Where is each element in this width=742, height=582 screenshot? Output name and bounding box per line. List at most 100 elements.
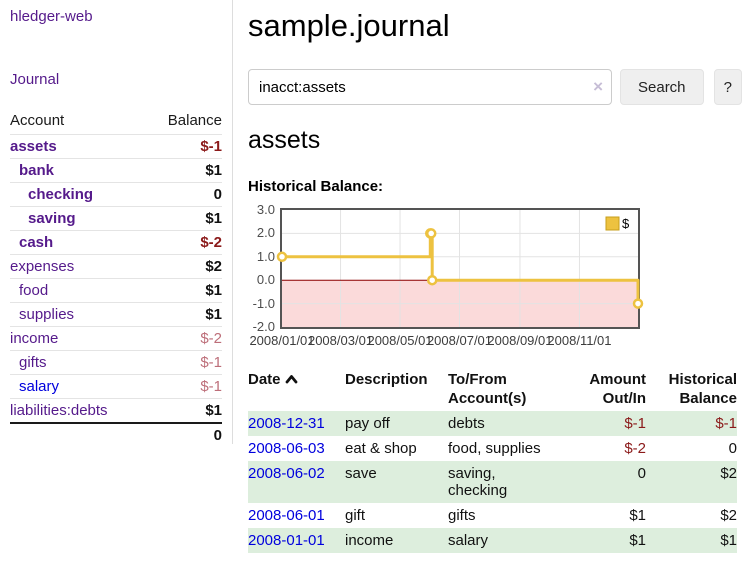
accounts-header-account: Account	[10, 112, 65, 129]
transaction-balance: $2	[720, 507, 737, 524]
accounts-total-value: 0	[213, 427, 222, 444]
register-header-amount: Amount Out/In	[589, 371, 646, 407]
transaction-balance: 0	[728, 440, 737, 457]
account-balance: $1	[205, 162, 222, 179]
account-row: food $1	[10, 278, 222, 303]
transaction-amount: $1	[629, 507, 646, 524]
account-link[interactable]: salary	[19, 378, 60, 395]
register-header-accounts: To/From Account(s)	[448, 371, 527, 407]
account-link[interactable]: expenses	[10, 258, 75, 275]
account-link[interactable]: cash	[19, 234, 54, 251]
help-button[interactable]: ?	[713, 69, 742, 105]
transaction-date-link[interactable]: 2008-06-03	[248, 440, 325, 457]
transaction-description: eat & shop	[345, 440, 417, 457]
legend-swatch	[605, 216, 620, 231]
accounts-header-row: Account Balance	[10, 108, 222, 135]
register-header-description: Description	[345, 371, 428, 388]
account-balance: $-2	[200, 330, 222, 347]
sidebar-item-journal[interactable]: Journal	[10, 71, 60, 88]
transaction-amount: 0	[637, 465, 646, 482]
account-link[interactable]: liabilities:debts	[10, 402, 108, 419]
account-balance: $1	[205, 282, 222, 299]
transaction-row: 2008-06-03 eat & shop food, supplies $-2…	[248, 436, 737, 461]
account-row: income $-2	[10, 326, 222, 351]
register-header-date-label: Date	[248, 371, 281, 388]
y-axis-tick-label: 3.0	[256, 202, 275, 217]
y-axis-tick-label: -1.0	[252, 295, 275, 311]
x-axis-tick-label: 2008/03/01	[307, 333, 374, 348]
legend-label: $	[622, 216, 630, 231]
sidebar-nav: Journal	[10, 71, 222, 89]
app-title: hledger-web	[10, 8, 222, 26]
account-link[interactable]: food	[19, 282, 49, 299]
transaction-date-link[interactable]: 2008-06-01	[248, 507, 325, 524]
account-balance: $-1	[200, 138, 222, 155]
transaction-date-link[interactable]: 2008-06-02	[248, 465, 325, 482]
account-link[interactable]: saving	[28, 210, 76, 227]
account-row: bank $1	[10, 158, 222, 183]
app-title-link[interactable]: hledger-web	[10, 8, 93, 25]
x-axis-tick-label: 2008/09/01	[487, 333, 553, 348]
account-row: gifts $-1	[10, 350, 222, 375]
register-table: Date Description To/From Account(s) Amou…	[248, 368, 737, 553]
account-balance: $-1	[200, 378, 222, 395]
transaction-description: save	[345, 465, 377, 482]
search-button[interactable]: Search	[620, 69, 704, 105]
chart-title: Historical Balance:	[248, 178, 384, 195]
register-header-balance: Historical Balance	[668, 371, 737, 407]
account-link[interactable]: checking	[28, 186, 94, 203]
transaction-row: 2008-06-01 gift gifts $1 $2	[248, 503, 737, 528]
account-row: supplies $1	[10, 302, 222, 327]
search-input[interactable]	[248, 69, 612, 105]
page-title: sample.journal	[248, 8, 450, 43]
transaction-balance: $2	[720, 465, 737, 482]
y-axis-tick-label: 2.0	[256, 225, 275, 241]
data-point-marker	[425, 228, 437, 239]
account-balance: 0	[213, 186, 222, 203]
transaction-amount: $-1	[624, 415, 646, 432]
account-link[interactable]: income	[10, 330, 59, 347]
sidebar: hledger-web Journal Account Balance asse…	[0, 0, 233, 444]
transaction-accounts: saving, checking	[448, 465, 508, 499]
account-link[interactable]: supplies	[19, 306, 75, 323]
account-balance: $-2	[200, 234, 222, 251]
register-header-date[interactable]: Date	[248, 368, 345, 411]
y-axis-tick-label: 1.0	[256, 248, 275, 264]
balance-chart: $ 3.0 2.0 1.0 0.0 -1.0 -2.0 2008/01/01 2008/03/…	[248, 202, 742, 354]
transaction-row: 2008-06-02 save saving, checking 0 $2	[248, 461, 737, 503]
data-point-marker	[632, 298, 644, 309]
data-point-marker	[276, 251, 288, 263]
transaction-accounts: food, supplies	[448, 440, 541, 457]
transaction-row: 2008-12-31 pay off debts $-1 $-1	[248, 411, 737, 436]
main-content: sample.journal × Search ? assets Histori…	[248, 0, 742, 553]
x-axis-tick-label: 2008/11/01	[547, 333, 612, 348]
account-link[interactable]: assets	[10, 138, 57, 155]
account-balance: $1	[205, 210, 222, 227]
chart-plot-area: $	[276, 208, 644, 329]
account-row: saving $1	[10, 206, 222, 231]
account-row: assets $-1	[10, 134, 222, 159]
transaction-accounts: gifts	[448, 507, 476, 524]
transaction-description: gift	[345, 507, 366, 524]
accounts-table: Account Balance assets $-1 bank $1 check…	[10, 108, 222, 447]
x-axis-tick-label: 2008/01/01	[249, 333, 315, 348]
clear-search-icon[interactable]: ×	[593, 77, 603, 96]
transaction-date-link[interactable]: 2008-12-31	[248, 415, 325, 432]
transaction-accounts: debts	[448, 415, 485, 432]
account-row: cash $-2	[10, 230, 222, 255]
transaction-balance: $-1	[715, 415, 737, 432]
account-row: liabilities:debts $1	[10, 398, 222, 424]
account-balance: $-1	[200, 354, 222, 371]
account-link[interactable]: bank	[19, 162, 55, 179]
transaction-accounts: salary	[448, 532, 489, 549]
account-row: salary $-1	[10, 374, 222, 399]
transaction-date-link[interactable]: 2008-01-01	[248, 532, 325, 549]
accounts-header-balance: Balance	[167, 112, 222, 129]
data-point-marker	[426, 274, 438, 286]
account-link[interactable]: gifts	[19, 354, 47, 371]
transaction-amount: $1	[629, 532, 646, 549]
account-balance: $1	[205, 306, 222, 323]
sort-ascending-icon	[285, 370, 298, 389]
y-axis-tick-label: -2.0	[252, 319, 275, 334]
transaction-amount: $-2	[624, 440, 646, 457]
